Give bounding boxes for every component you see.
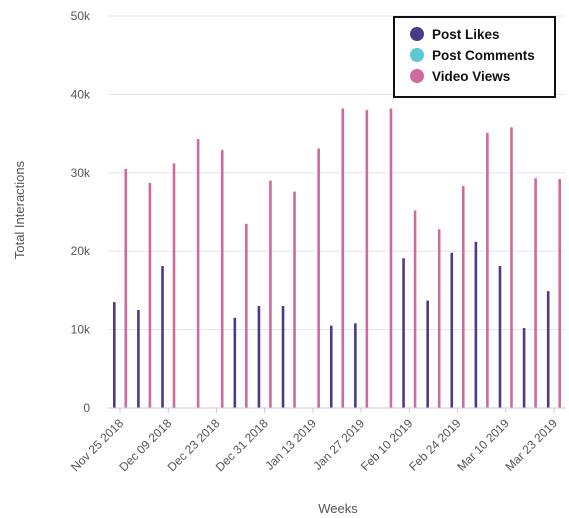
bar-post-likes <box>257 306 261 408</box>
legend: Post Likes Post Comments Video Views <box>393 16 556 98</box>
legend-marker <box>410 27 424 41</box>
bar-post-likes <box>281 306 285 408</box>
legend-label: Post Comments <box>432 48 535 63</box>
bar-post-likes <box>137 310 140 408</box>
bar-video-views <box>461 186 465 408</box>
y-axis-ticks: 0 10k 20k 30k 40k 50k <box>71 9 91 415</box>
bar-post-likes <box>426 300 429 408</box>
legend-label: Video Views <box>432 69 510 84</box>
bar-post-likes <box>498 266 502 408</box>
y-tick-label: 0 <box>83 401 90 415</box>
bar-video-views <box>534 178 537 408</box>
bar-post-likes <box>546 291 550 408</box>
y-tick-label: 40k <box>71 87 91 101</box>
bar-video-views <box>148 182 152 408</box>
bar-video-views <box>317 148 320 408</box>
y-axis-title: Total Interactions <box>12 160 27 259</box>
y-tick-label: 50k <box>71 9 91 23</box>
x-tick-label: Mar 23 2019 <box>503 416 561 474</box>
bar-video-views <box>341 108 345 409</box>
legend-marker <box>410 48 424 62</box>
bar-post-likes <box>354 323 357 408</box>
bar-video-views <box>413 210 417 408</box>
bar-post-likes <box>474 241 478 408</box>
bar-video-views <box>293 191 296 408</box>
bar-post-likes <box>402 258 405 408</box>
bar-post-likes <box>450 252 454 408</box>
bar-video-views <box>558 179 561 408</box>
bars <box>113 108 561 409</box>
y-tick-label: 10k <box>71 323 91 337</box>
bar-video-views <box>365 110 369 408</box>
bar-post-likes <box>233 317 237 408</box>
bar-video-views <box>245 223 248 408</box>
bar-video-views <box>269 180 272 408</box>
x-axis-title: Weeks <box>318 501 358 516</box>
bar-post-likes <box>522 328 526 408</box>
bar-video-views <box>486 132 489 409</box>
x-tick-label: Dec 31 2018 <box>213 416 271 474</box>
legend-marker <box>410 69 424 83</box>
bar-post-likes <box>113 302 116 408</box>
bar-post-likes <box>161 266 164 408</box>
bar-video-views <box>437 229 441 408</box>
bar-video-views <box>389 108 393 409</box>
bar-video-views <box>196 139 200 408</box>
bar-video-views <box>172 163 176 408</box>
y-tick-label: 30k <box>71 166 91 180</box>
bar-post-likes <box>329 325 333 408</box>
bar-video-views <box>220 150 224 408</box>
bar-video-views <box>124 168 128 408</box>
legend-label: Post Likes <box>432 27 500 42</box>
y-tick-label: 20k <box>71 244 91 258</box>
bar-video-views <box>510 127 513 408</box>
